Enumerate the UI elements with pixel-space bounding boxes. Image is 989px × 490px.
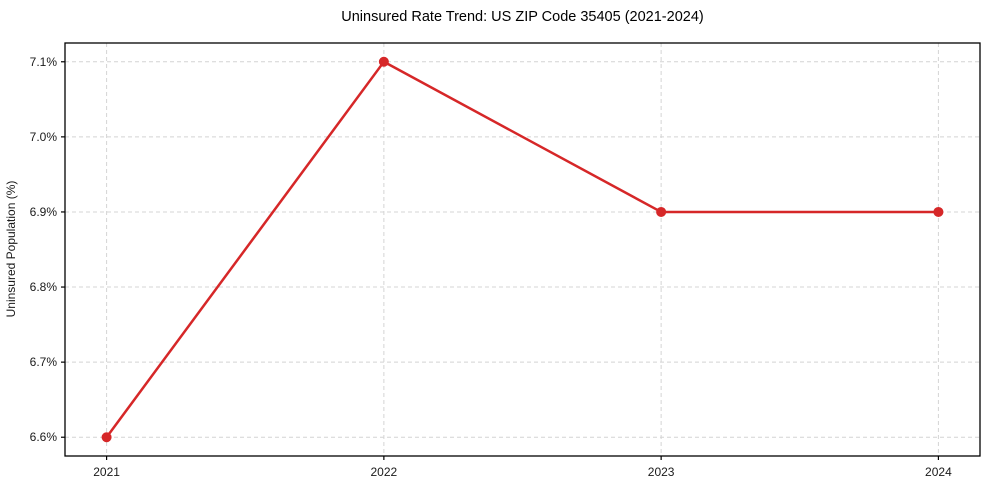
chart-title: Uninsured Rate Trend: US ZIP Code 35405 … <box>341 9 703 25</box>
y-axis-label: Uninsured Population (%) <box>4 181 18 318</box>
axes <box>61 42 981 460</box>
y-tick-label: 6.7% <box>30 355 58 369</box>
data-point-marker <box>378 56 389 67</box>
tick-labels: 2021 2022 2023 2024 6.6% 6.7% 6.8% 6.9% 7.0% 7.1% <box>30 55 952 479</box>
x-tick-label: 2021 <box>93 465 120 479</box>
series <box>101 56 944 443</box>
x-tick-label: 2022 <box>371 465 398 479</box>
trend-line <box>105 60 940 439</box>
data-point-marker <box>933 206 944 217</box>
data-point-marker <box>656 206 667 217</box>
y-tick-label: 6.9% <box>30 205 58 219</box>
y-tick-label: 6.8% <box>30 280 58 294</box>
data-point-marker <box>101 432 112 443</box>
plot-border <box>64 42 981 457</box>
x-tick-label: 2023 <box>648 465 675 479</box>
y-tick-label: 7.0% <box>30 130 58 144</box>
y-tick-label: 7.1% <box>30 55 58 69</box>
gridlines <box>65 43 980 456</box>
y-tick-label: 6.6% <box>30 430 58 444</box>
x-tick-label: 2024 <box>925 465 952 479</box>
